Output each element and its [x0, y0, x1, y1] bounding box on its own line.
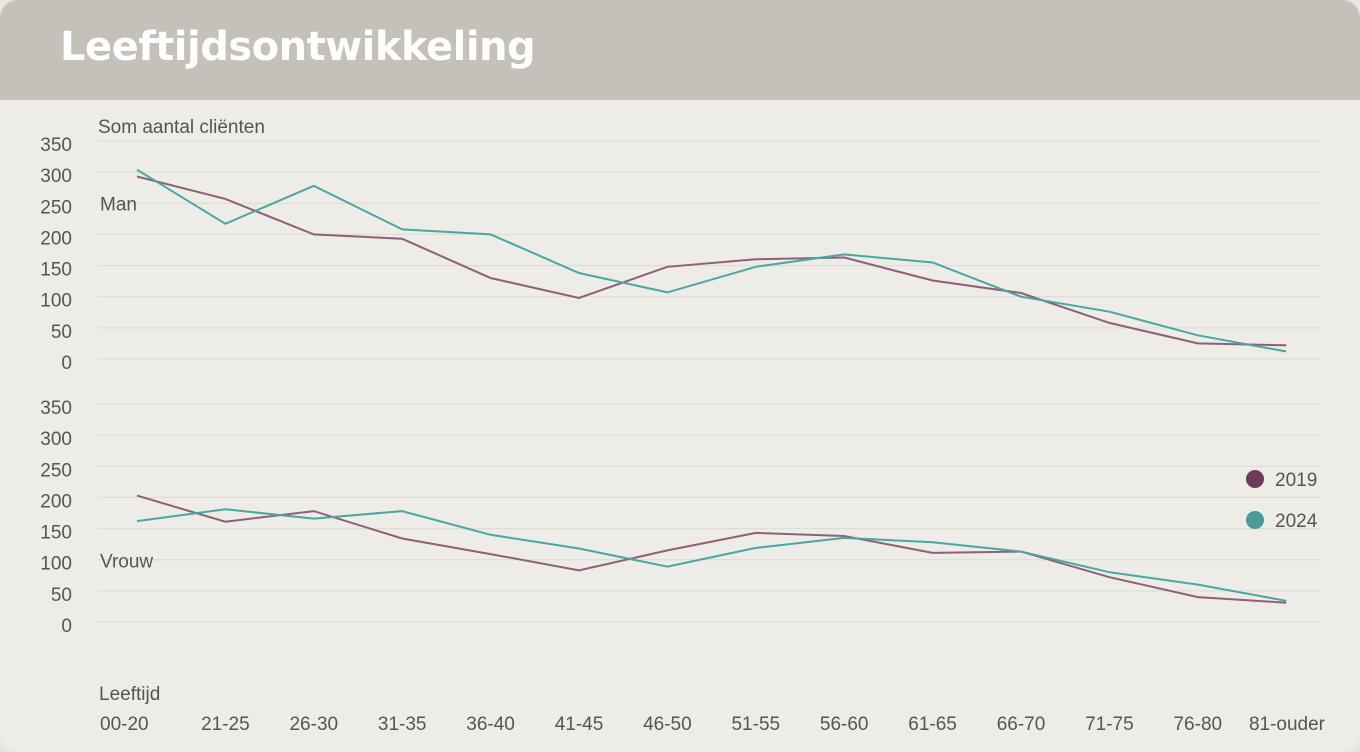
- x-tick-label: 76-80: [1173, 714, 1222, 735]
- y-tick-label: 300: [40, 166, 72, 187]
- x-tick-label: 46-50: [643, 714, 692, 735]
- y-tick-label: 350: [40, 398, 72, 419]
- x-tick-label: 00-20: [100, 714, 149, 735]
- x-tick-label: 81-ouder: [1249, 714, 1326, 735]
- x-tick-label: 21-25: [201, 714, 250, 735]
- x-tick-label: 51-55: [731, 714, 780, 735]
- y-tick-label: 300: [40, 429, 72, 450]
- x-axis-title: Leeftijd: [99, 684, 160, 705]
- header-bar: Leeftijdsontwikkeling: [0, 0, 1360, 100]
- legend-marker-2019: [1246, 470, 1264, 488]
- y-tick-label: 350: [40, 135, 72, 156]
- y-tick-label: 250: [40, 197, 72, 218]
- series-line-vrouw-2019: [136, 494, 1287, 604]
- x-tick-label: 66-70: [997, 714, 1046, 735]
- x-tick-label: 41-45: [555, 714, 604, 735]
- panel-label-vrouw: Vrouw: [100, 552, 153, 573]
- y-tick-label: 0: [61, 616, 72, 637]
- x-tick-label: 26-30: [289, 714, 338, 735]
- series-line-man-2024: [136, 168, 1287, 353]
- y-tick-label: 200: [40, 228, 72, 249]
- x-tick-label: 36-40: [466, 714, 515, 735]
- y-tick-label: 200: [40, 491, 72, 512]
- y-tick-label: 50: [51, 585, 72, 606]
- y-tick-label: 100: [40, 291, 72, 312]
- x-tick-label: 71-75: [1085, 714, 1134, 735]
- y-tick-label: 150: [40, 260, 72, 281]
- y-tick-label: 50: [51, 322, 72, 343]
- x-tick-label: 61-65: [908, 714, 957, 735]
- y-tick-label: 0: [61, 353, 72, 374]
- series-line-vrouw-2024: [136, 508, 1287, 602]
- legend-label-2024: 2024: [1275, 511, 1318, 532]
- y-axis-title: Som aantal cliënten: [98, 117, 265, 138]
- page-title: Leeftijdsontwikkeling: [60, 24, 536, 70]
- panel-label-man: Man: [100, 194, 137, 215]
- legend-label-2019: 2019: [1275, 470, 1317, 491]
- x-tick-label: 31-35: [378, 714, 427, 735]
- x-tick-label: 56-60: [820, 714, 869, 735]
- y-tick-label: 150: [40, 523, 72, 544]
- y-tick-label: 100: [40, 554, 72, 575]
- series-line-man-2019: [136, 175, 1287, 347]
- legend-marker-2024: [1246, 511, 1264, 529]
- y-tick-label: 250: [40, 460, 72, 481]
